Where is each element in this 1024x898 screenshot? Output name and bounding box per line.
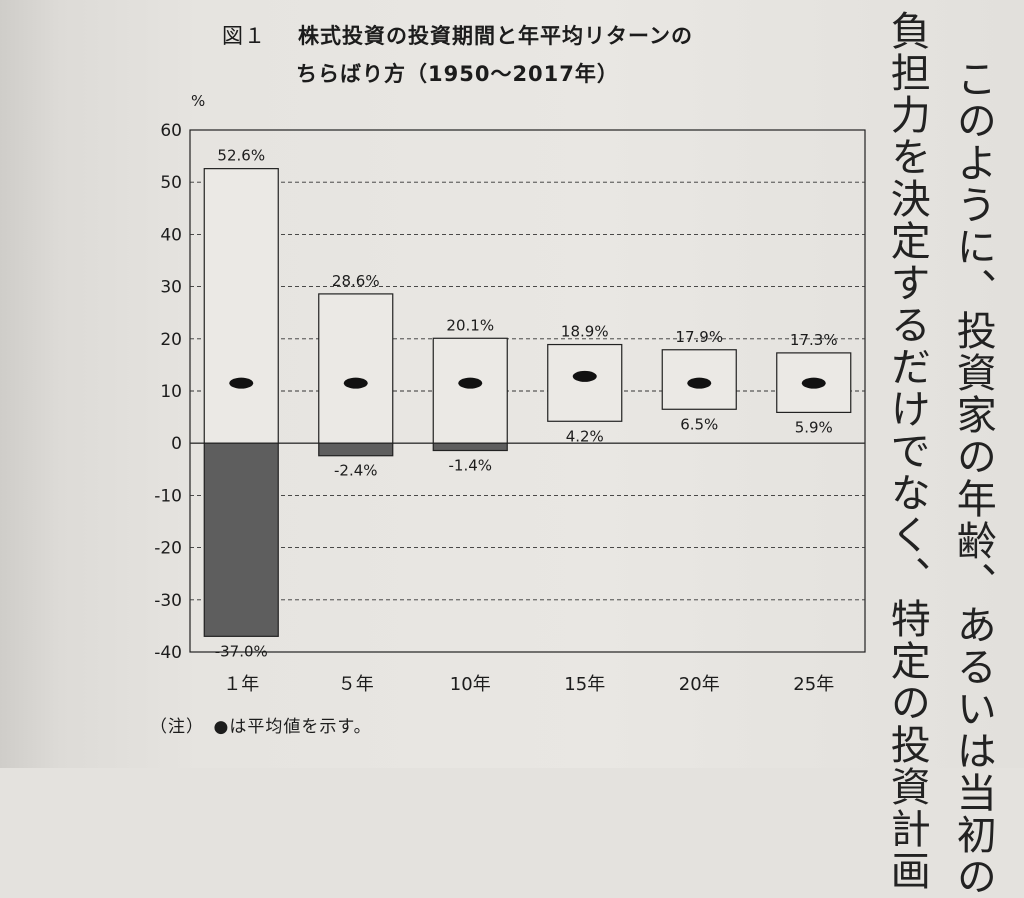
max-value-label: 18.9%: [561, 323, 609, 341]
mean-marker: [572, 370, 597, 382]
mean-marker: [687, 377, 712, 389]
mean-marker: [343, 377, 368, 389]
mean-marker: [458, 377, 483, 389]
body-text-column-2: 負担力を決定するだけでなく、特定の投資計画: [883, 10, 930, 892]
y-tick-label: 50: [160, 173, 182, 193]
x-category-label: 10年: [450, 674, 491, 695]
body-text-column-1: このように、投資家の年齢、あるいは当初の: [949, 58, 996, 898]
y-tick-label: 20: [160, 330, 182, 350]
x-category-label: 15年: [564, 674, 605, 695]
mean-marker: [229, 377, 254, 389]
min-value-label: -1.4%: [448, 457, 492, 475]
figure-note: （注） ●は平均値を示す。: [150, 717, 372, 737]
min-value-label: -37.0%: [215, 642, 268, 660]
min-value-label: 5.9%: [795, 418, 833, 436]
y-axis-unit: %: [191, 92, 206, 110]
y-tick-label: 40: [160, 225, 182, 245]
y-tick-label: -40: [154, 643, 182, 663]
range-bar-negative: [203, 442, 279, 637]
y-tick-label: -30: [154, 591, 182, 611]
x-category-label: ５年: [338, 674, 374, 695]
y-tick-label: 60: [160, 121, 182, 141]
y-tick-label: 10: [160, 382, 182, 402]
range-bar-negative: [318, 442, 394, 457]
max-value-label: 17.9%: [675, 328, 723, 346]
range-bar-positive: [203, 168, 279, 444]
max-value-label: 17.3%: [790, 331, 838, 349]
max-value-label: 52.6%: [217, 147, 265, 165]
min-value-label: 4.2%: [566, 427, 604, 445]
range-bar-negative: [432, 442, 508, 452]
mean-marker: [801, 377, 826, 389]
x-category-label: 25年: [793, 674, 834, 695]
figure-title-line1: 図１ 株式投資の投資期間と年平均リターンの: [222, 20, 693, 50]
figure-title-text: 株式投資の投資期間と年平均リターンの: [298, 24, 693, 48]
min-value-label: -2.4%: [334, 462, 378, 480]
figure-label: 図１: [222, 24, 266, 48]
y-tick-label: 0: [171, 434, 182, 454]
y-tick-label: -10: [154, 486, 182, 506]
min-value-label: 6.5%: [680, 415, 718, 433]
range-bar: [547, 343, 623, 422]
figure-title-line2: ちらばり方（1950〜2017年）: [296, 62, 619, 86]
y-tick-label: -20: [154, 539, 182, 559]
range-bar-positive: [432, 337, 508, 444]
max-value-label: 28.6%: [332, 272, 380, 290]
x-category-label: １年: [223, 674, 259, 695]
max-value-label: 20.1%: [446, 316, 494, 334]
range-bar-positive: [318, 293, 394, 444]
y-tick-label: 30: [160, 278, 182, 298]
x-category-label: 20年: [679, 674, 720, 695]
return-range-chart: 60 50 40 30 20 10 0 -10 -20 -30 -40 52.6% -37.0% １年 28…: [154, 121, 866, 695]
